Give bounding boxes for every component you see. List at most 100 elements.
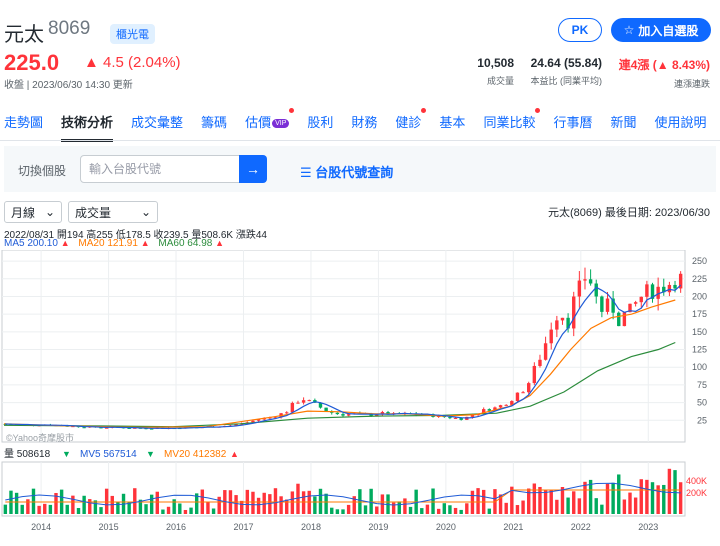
candle-body [622,312,627,327]
volume-bar [476,488,480,514]
search-label: 切換個股 [18,164,67,178]
down-triangle-icon: ▼ [146,449,155,459]
volume-bar [588,479,593,514]
y-tick-label: 250 [692,256,707,266]
vol-tick-label: 400K [686,476,707,486]
arrow-right-icon: → [246,161,260,177]
volume-bar [633,497,638,514]
volume-bar [211,508,216,514]
candle-body [71,426,75,428]
volume-bar [178,503,182,514]
tab-health[interactable]: 健診 [395,108,427,134]
volume-bar [538,486,542,514]
price-change: ▲ 4.5 (2.04%) [84,54,181,71]
volume-bar [251,491,255,514]
candle-body [645,284,649,297]
tab-valuation[interactable]: 估價 VIP [245,108,295,134]
add-watchlist-button[interactable]: ☆ 加入自選股 [611,18,711,42]
tab-financial[interactable]: 財務 [351,115,378,130]
candle-body [493,407,497,411]
tab-trading-summary[interactable]: 成交彙整 [131,115,184,130]
volume-bar [240,500,244,514]
volume-bar [515,505,520,514]
nav-divider [0,140,720,141]
volume-bar [442,503,446,514]
tab-news[interactable]: 新聞 [610,115,637,130]
volume-bar [448,505,452,514]
x-tick-label: 2022 [571,522,591,532]
ma60-label: MA60 64.98 [158,238,213,249]
tab-dividend[interactable]: 股利 [307,115,334,130]
volume-bar [127,502,131,514]
y-tick-label: 100 [692,362,707,372]
vip-badge: VIP [272,119,290,129]
mv5-line [5,482,681,506]
candle-body [538,359,542,366]
pk-button[interactable]: PK [558,18,602,42]
up-triangle-icon: ▲ [215,238,225,248]
candle-body [251,420,255,423]
volume-bar [498,494,503,514]
volume-bar [397,501,401,514]
volume-bar [3,504,8,514]
volume-bar [583,481,587,514]
ma20-label: MA20 121.91 [78,238,138,249]
x-tick-label: 2015 [99,522,119,532]
tab-peer-compare[interactable]: 同業比較 [483,108,541,134]
candle-body [628,303,632,313]
mv20-label: MV20 412382 [164,449,227,460]
volume-bar [285,499,289,514]
period-select[interactable]: 月線 ⌄ [4,201,62,223]
market-badge[interactable]: 櫃光電 [110,24,155,44]
tab-help[interactable]: 使用說明 [654,115,707,130]
ma-legend: MA5 200.10 ▲ MA20 121.91 ▲ MA60 64.98 ▲ [4,238,224,249]
x-tick-label: 2020 [436,522,456,532]
star-icon: ☆ [623,23,635,37]
x-tick-label: 2021 [503,522,523,532]
tab-chips[interactable]: 籌碼 [201,115,228,130]
notification-dot [421,108,427,113]
volume-bar [65,504,69,514]
candle-body [470,415,475,417]
volume-bar [673,470,677,514]
candle-body [234,424,238,426]
tab-basic[interactable]: 基本 [439,115,466,130]
candle-body [375,414,379,416]
volume-bar [14,492,19,514]
stat-value: 10,508 [477,56,514,70]
tab-technical[interactable]: 技術分析 [61,112,114,142]
candle-body [453,417,458,419]
volume-bar [504,502,508,514]
volume-bar [543,489,548,514]
volume-bar [352,496,356,514]
volume-bar [290,491,295,514]
candle-body [673,284,677,289]
volume-bar [88,499,92,514]
candle-body [667,284,672,293]
stat-streak: 連4漲 (▲ 8.43%) 連漲連跌 [619,56,710,90]
stock-search-input[interactable] [80,155,240,183]
candle-body [448,417,452,419]
volume-bar [262,492,266,514]
price-chart[interactable]: 25 50 75 100 125 150 175 200 225 250 400K 200K 2014… [0,250,720,546]
volume-bar [611,482,615,514]
search-submit-button[interactable]: → [239,155,267,183]
stock-code-lookup-link[interactable]: ☰ 台股代號查詢 [300,162,393,181]
candle-body [572,296,576,329]
stat-label: 本益比 (同業平均) [530,76,603,86]
tab-calendar[interactable]: 行事曆 [553,115,593,130]
volume-bar [425,504,430,514]
candle-body [104,427,109,429]
x-tick-label: 2014 [31,522,51,532]
volume-bar [194,493,199,514]
indicator-value: 成交量 [75,205,112,220]
chevron-down-icon: ⌄ [140,205,151,219]
volume-bar [341,509,345,514]
volume-bar [436,508,441,514]
indicator-select[interactable]: 成交量 ⌄ [68,201,158,223]
tab-trend[interactable]: 走勢圖 [4,115,44,130]
stat-value: 連4漲 (▲ 8.43%) [618,58,710,72]
candle-body [324,407,328,412]
candle-body [656,286,660,299]
candle-body [678,273,683,289]
